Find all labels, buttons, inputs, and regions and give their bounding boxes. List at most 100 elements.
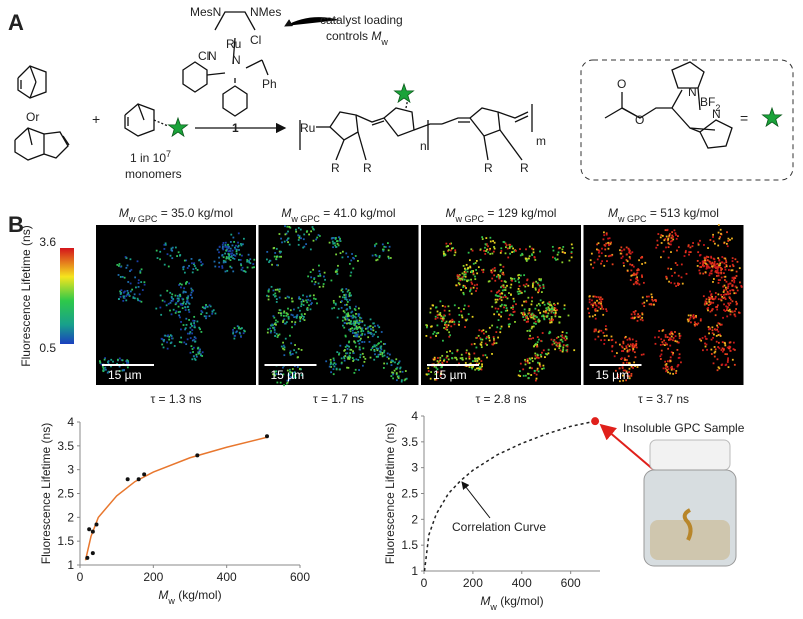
speckle: [371, 347, 374, 350]
speckle: [526, 372, 529, 375]
speckle: [119, 290, 122, 293]
speckle: [342, 296, 344, 299]
speckle: [198, 326, 201, 329]
speckle: [544, 356, 546, 359]
speckle: [477, 357, 480, 360]
speckle: [193, 357, 196, 360]
speckle: [110, 358, 113, 361]
speckle: [239, 259, 242, 261]
speckle: [229, 247, 232, 250]
speckle: [689, 314, 692, 317]
speckle: [622, 350, 625, 352]
speckle: [551, 307, 553, 310]
speckle: [282, 344, 285, 347]
speckle: [668, 235, 670, 238]
speckle: [435, 378, 438, 381]
speckle: [316, 236, 319, 239]
speckle: [631, 344, 634, 347]
speckle: [298, 296, 301, 299]
speckle: [482, 354, 485, 357]
speckle: [229, 259, 232, 261]
speckle: [650, 293, 653, 296]
speckle: [499, 251, 502, 254]
speckle: [445, 242, 448, 245]
speckle: [528, 312, 531, 314]
speckle: [502, 296, 505, 299]
speckle: [706, 263, 709, 266]
speckle: [468, 356, 471, 358]
speckle: [669, 360, 672, 362]
speckle: [372, 322, 375, 325]
speckle: [485, 250, 487, 252]
speckle: [524, 313, 526, 316]
speckle: [332, 368, 335, 371]
speckle: [601, 298, 604, 301]
speckle: [429, 307, 432, 310]
speckle: [671, 274, 673, 277]
speckle: [163, 243, 166, 246]
speckle: [707, 309, 709, 312]
speckle: [313, 283, 316, 286]
speckle: [691, 315, 694, 318]
speckle: [328, 241, 331, 244]
speckle: [355, 319, 358, 322]
speckle: [525, 300, 528, 303]
x-tick-label: 200: [463, 576, 483, 590]
speckle: [538, 288, 540, 291]
speckle: [233, 246, 236, 249]
speckle: [493, 338, 496, 341]
speckle: [594, 308, 597, 310]
speckle: [560, 335, 563, 337]
speckle: [360, 330, 363, 333]
speckle: [594, 309, 597, 311]
speckle: [171, 297, 173, 300]
image-title: Mw GPC = 513 kg/mol: [608, 206, 719, 224]
speckle: [597, 306, 600, 309]
speckle: [233, 327, 236, 329]
speckle: [602, 331, 605, 334]
speckle: [467, 305, 470, 308]
speckle: [663, 239, 666, 242]
chem-label: NMes: [250, 5, 281, 19]
speckle: [502, 265, 505, 268]
speckle: [339, 368, 341, 371]
speckle: [442, 316, 445, 319]
speckle: [519, 248, 521, 250]
speckle: [272, 326, 274, 329]
speckle: [710, 353, 713, 355]
speckle: [218, 246, 221, 248]
speckle: [478, 366, 481, 369]
speckle: [390, 361, 392, 364]
speckle: [701, 337, 704, 339]
speckle: [534, 344, 536, 346]
speckle: [722, 297, 725, 299]
speckle: [299, 309, 301, 312]
speckle: [718, 264, 720, 267]
speckle: [621, 255, 624, 258]
speckle: [635, 346, 638, 349]
speckle: [440, 315, 443, 317]
speckle: [641, 263, 644, 265]
speckle: [436, 368, 439, 371]
speckle: [448, 331, 451, 334]
speckle: [186, 338, 189, 341]
speckle: [671, 234, 674, 237]
speckle: [392, 372, 395, 374]
speckle: [628, 375, 631, 378]
speckle: [570, 256, 573, 259]
speckle: [461, 278, 464, 281]
speckle: [224, 252, 226, 255]
speckle: [713, 346, 716, 348]
speckle: [235, 244, 237, 247]
speckle: [728, 296, 731, 299]
speckle: [162, 339, 165, 342]
speckle: [189, 331, 192, 333]
speckle: [444, 305, 447, 308]
speckle: [161, 338, 164, 341]
speckle: [298, 367, 301, 370]
speckle: [712, 281, 714, 283]
speckle: [455, 356, 457, 359]
speckle: [533, 370, 536, 372]
speckle: [238, 258, 240, 261]
